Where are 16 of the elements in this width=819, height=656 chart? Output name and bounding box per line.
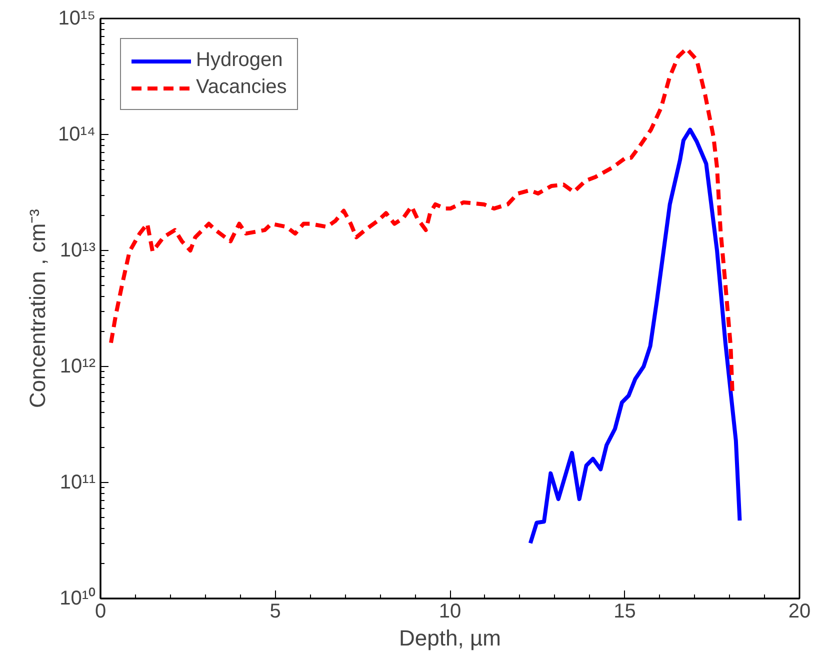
line-series	[528, 128, 742, 546]
x-axis-title: Depth, µm	[399, 626, 501, 650]
legend-label: Hydrogen	[196, 49, 283, 72]
y-tick-label: 10¹³	[60, 240, 96, 262]
y-tick-label: 10¹⁵	[58, 8, 96, 30]
y-tick-label: 10¹¹	[60, 472, 96, 494]
y-axis-title: Concentration , cm⁻³	[25, 209, 50, 408]
x-tick-label: 20	[788, 600, 811, 622]
x-tick-label: 0	[94, 600, 106, 622]
x-tick-label: 15	[614, 600, 636, 622]
legend-label: Vacancies	[196, 76, 287, 99]
y-tick-label: 10¹⁰	[60, 586, 96, 610]
x-tick-label: 5	[270, 600, 281, 622]
y-tick-label: 10¹⁴	[58, 124, 96, 146]
x-tick-label: 10	[438, 600, 462, 622]
y-tick-label: 10¹²	[60, 356, 96, 378]
